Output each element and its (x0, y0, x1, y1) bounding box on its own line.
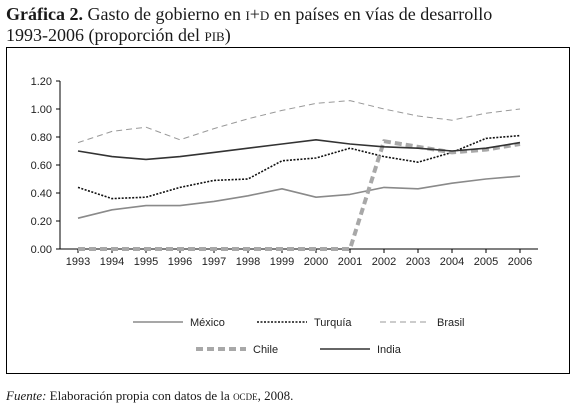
x-tick-label: 2003 (406, 256, 430, 268)
source-label: Fuente: (6, 388, 47, 403)
series-line-mexico (77, 175, 521, 219)
title-acronym-pib: PIB (204, 25, 225, 45)
x-tick-label: 1996 (168, 256, 192, 268)
x-tick-label: 1999 (270, 256, 294, 268)
x-tick-label: 1997 (202, 256, 226, 268)
source-acronym: OCDE (233, 388, 258, 403)
title-line2-a: 1993-2006 (proporción del (6, 25, 205, 45)
legend-label-india: India (377, 344, 402, 356)
y-tick-label: 1.20 (31, 76, 52, 88)
source-text1: Elaboración propia con datos de la (46, 388, 234, 403)
title-text-part2: en países en vías de desarrollo (269, 4, 493, 24)
legend-label-brasil: Brasil (437, 317, 465, 329)
y-tick-label: 0.00 (31, 244, 52, 256)
title-line2-b: ) (224, 25, 231, 45)
legend-label-chile: Chile (253, 344, 278, 356)
x-tick-label: 1994 (100, 256, 124, 268)
x-tick-label: 2005 (474, 256, 498, 268)
x-tick-label: 1993 (66, 256, 90, 268)
y-tick-label: 0.20 (31, 216, 52, 228)
y-tick-label: 0.60 (31, 160, 52, 172)
x-tick-label: 2002 (372, 256, 396, 268)
x-tick-label: 1995 (134, 256, 158, 268)
series-line-chile (78, 139, 521, 251)
title-label: Gráfica 2. (6, 4, 83, 24)
y-tick-label: 0.40 (31, 188, 52, 200)
source-note: Fuente: Elaboración propia con datos de … (6, 388, 293, 404)
title-text-part1: Gasto de gobierno en (82, 4, 246, 24)
legend-label-mexico: México (190, 317, 225, 329)
series-line-turquia (77, 134, 521, 200)
x-tick-label: 2006 (508, 256, 532, 268)
series-line-india (77, 139, 521, 161)
title-acronym-id: I+D (245, 4, 270, 24)
source-text2: , 2008. (257, 388, 294, 403)
chart-title: Gráfica 2. Gasto de gobierno en I+D en p… (6, 4, 571, 46)
x-tick-label: 1998 (236, 256, 260, 268)
x-tick-label: 2004 (440, 256, 464, 268)
x-tick-label: 2001 (338, 256, 362, 268)
x-tick-label: 2000 (304, 256, 328, 268)
legend-label-turquia: Turquía (314, 317, 352, 329)
y-tick-label: 1.00 (31, 104, 52, 116)
series-line-brasil (77, 100, 521, 144)
y-tick-label: 0.80 (31, 132, 52, 144)
chart-frame (6, 47, 570, 374)
